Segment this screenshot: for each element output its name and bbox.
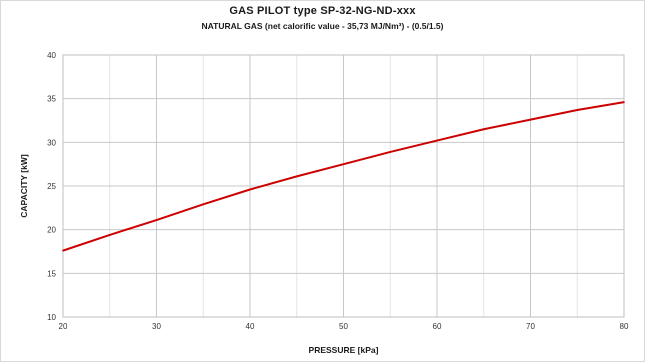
y-axis-title: CAPACITY [kW] xyxy=(19,154,29,218)
data-point xyxy=(155,219,158,221)
x-tick-label: 20 xyxy=(59,322,68,331)
data-point xyxy=(389,151,392,153)
chart-title: GAS PILOT type SP-32-NG-ND-xxx xyxy=(229,5,416,17)
y-tick-label: 30 xyxy=(47,138,56,147)
y-tick-label: 25 xyxy=(47,182,56,191)
major-gridlines xyxy=(62,54,625,318)
y-tick-label: 35 xyxy=(47,95,56,104)
data-point xyxy=(529,118,532,121)
data-point xyxy=(249,188,251,191)
series-layer xyxy=(62,101,625,252)
x-tick-label: 40 xyxy=(246,322,255,331)
y-tick-label: 10 xyxy=(47,313,56,322)
data-point xyxy=(202,203,205,206)
data-point xyxy=(342,163,345,165)
x-axis-title: PRESSURE [kPa] xyxy=(309,345,379,355)
data-point xyxy=(108,234,111,236)
x-tick-label: 30 xyxy=(152,322,161,331)
data-point xyxy=(623,101,625,103)
data-point xyxy=(62,249,64,252)
x-axis-tick-labels: 20 30 40 50 60 70 80 xyxy=(59,322,629,331)
x-tick-label: 50 xyxy=(339,322,348,331)
data-point xyxy=(436,139,438,142)
y-tick-label: 15 xyxy=(47,269,56,278)
y-axis-tick-labels: 10 15 20 25 30 35 40 xyxy=(47,51,56,322)
data-point xyxy=(576,109,579,111)
plot-area-border xyxy=(62,54,625,318)
y-tick-label: 20 xyxy=(47,226,56,235)
x-tick-label: 60 xyxy=(433,322,442,331)
x-tick-label: 70 xyxy=(526,322,535,331)
chart-subtitle: NATURAL GAS (net calorific value - 35,73… xyxy=(201,21,444,31)
x-tick-label: 80 xyxy=(620,322,629,331)
y-tick-label: 40 xyxy=(47,51,56,60)
data-point xyxy=(482,128,485,131)
data-point xyxy=(295,175,298,178)
